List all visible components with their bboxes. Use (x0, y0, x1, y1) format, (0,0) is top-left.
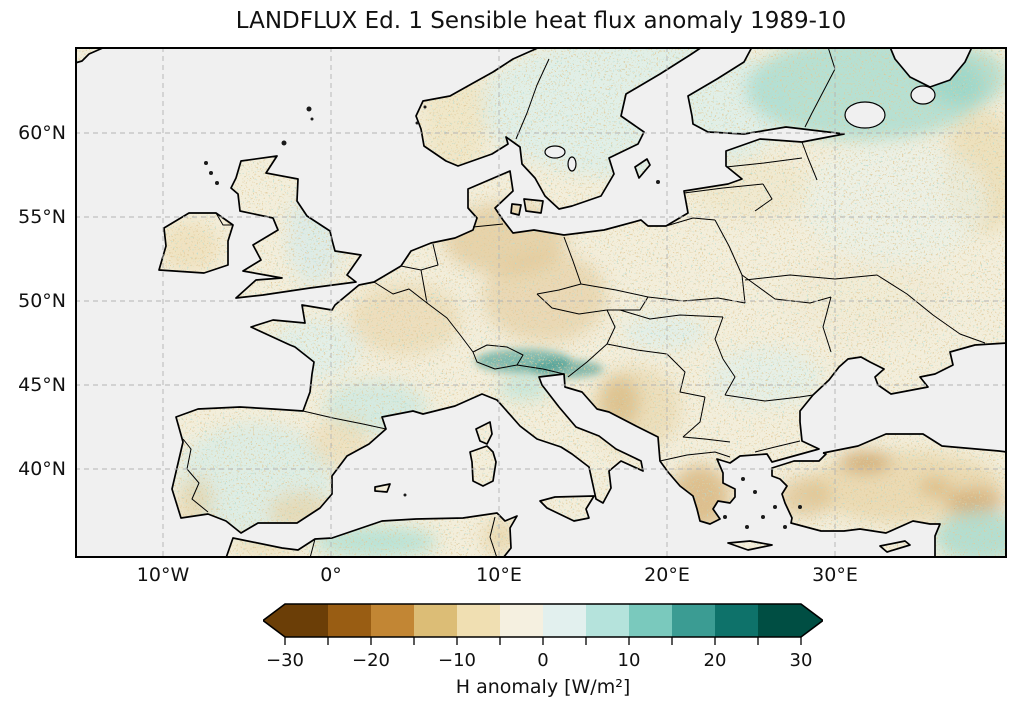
coast-gotland (634, 158, 651, 179)
colorbar-tick-label: 30 (789, 650, 813, 671)
lat-tick-label: 45°N (18, 374, 66, 396)
lat-tick-label: 50°N (18, 290, 66, 312)
colorbar-segment (629, 604, 672, 637)
small-islands (204, 105, 802, 529)
colorbar-segment (543, 604, 586, 637)
colorbar (261, 602, 825, 648)
lake-vattern (567, 156, 577, 172)
colorbar-tick-label: 0 (537, 650, 549, 671)
lake-ladoga (844, 101, 886, 129)
coast-great-britain (230, 155, 362, 299)
colorbar-segment (500, 604, 543, 637)
colorbar-segment (371, 604, 414, 637)
coast-north-africa (225, 512, 518, 558)
colorbar-over-arrow (801, 604, 823, 637)
europe-map (75, 47, 1007, 558)
colorbar-axis-label: H anomaly [W/m²] (455, 676, 631, 698)
europe-map-svg (75, 47, 1007, 558)
lat-tick-label: 60°N (18, 122, 66, 144)
coast-ireland (158, 212, 234, 274)
coast-sardinia (469, 445, 497, 487)
coast-mallorca (374, 483, 391, 493)
country-borders (182, 47, 986, 558)
coast-cyprus (879, 540, 911, 553)
lon-tick-label: 0° (320, 564, 342, 586)
colorbar-segment (586, 604, 629, 637)
lon-tick-label: 20°E (644, 564, 690, 586)
colorbar-segment (328, 604, 371, 637)
colorbar-segment (758, 604, 801, 637)
map-frame (75, 47, 1007, 558)
colorbar-tick-label: −10 (438, 650, 476, 671)
colorbar-segment (457, 604, 500, 637)
colorbar-tick-labels: −30 −20 −10 0 10 20 30 (242, 650, 844, 672)
colorbar-tick-label: 20 (703, 650, 727, 671)
colorbar-segment (285, 604, 328, 637)
colorbar-segment (672, 604, 715, 637)
coast-funen (510, 203, 522, 216)
colorbar-tick-label: 10 (617, 650, 641, 671)
coast-crete (727, 540, 773, 551)
coast-anatolia (771, 433, 1007, 558)
lake-onega (910, 85, 936, 105)
coast-iceland-corner (75, 47, 106, 64)
coast-corsica (475, 421, 493, 445)
lat-tick-label: 55°N (18, 206, 66, 228)
colorbar-segment (414, 604, 457, 637)
lon-tick-label: 10°E (476, 564, 522, 586)
colorbar-tick-label: −20 (352, 650, 390, 671)
lon-tick-label: 10°W (136, 564, 190, 586)
lon-tick-label: 30°E (812, 564, 858, 586)
coast-sicily (539, 495, 595, 522)
gridlines (75, 47, 1007, 558)
lakes (544, 85, 936, 172)
colorbar-tick-label: −30 (266, 650, 304, 671)
colorbar-under-arrow (263, 604, 285, 637)
colorbar-segment (715, 604, 758, 637)
lat-tick-label: 40°N (18, 458, 66, 480)
figure-title: LANDFLUX Ed. 1 Sensible heat flux anomal… (235, 8, 847, 34)
coast-scandinavia (415, 47, 703, 210)
lake-vanern (544, 145, 566, 159)
coast-zealand (523, 198, 544, 214)
colorbar-svg (261, 603, 825, 645)
